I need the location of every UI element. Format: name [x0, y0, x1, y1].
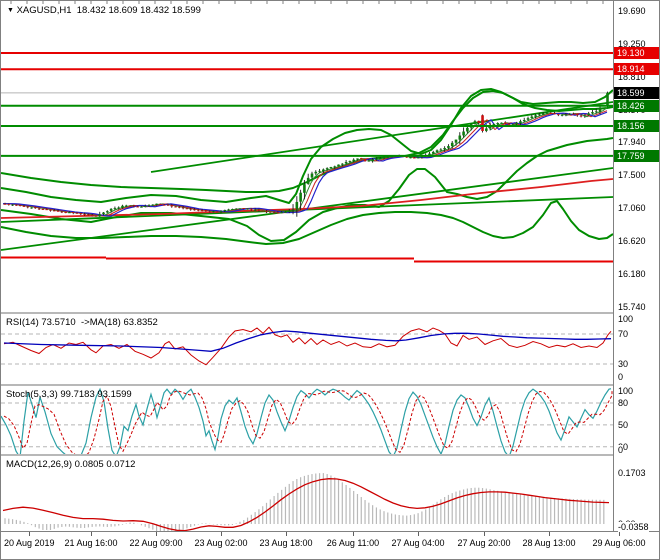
- stoch-level-label: 0: [618, 445, 624, 455]
- chart-title: ▼ XAGUSD,H1 18.432 18.609 18.432 18.599: [7, 5, 201, 16]
- symbol-period-label: XAGUSD,H1: [16, 5, 72, 16]
- time-tick-mark: [619, 532, 620, 536]
- macd-canvas[interactable]: [1, 456, 613, 531]
- price-badge-red: 19.130: [614, 47, 659, 59]
- price-tick-label: 16.180: [618, 269, 646, 280]
- time-scale[interactable]: 20 Aug 2019 21 Aug 16:00 22 Aug 09:00 23 Au…: [1, 531, 659, 559]
- time-tick-mark: [156, 532, 157, 536]
- price-tick-label: 16.620: [618, 236, 646, 247]
- time-tick-mark: [221, 532, 222, 536]
- macd-indicator-panel[interactable]: MACD(12,26,9) 0.0805 0.0712: [1, 456, 613, 533]
- stochastic-canvas[interactable]: [1, 386, 613, 454]
- price-tick-label: 17.060: [618, 203, 646, 214]
- time-tick-mark: [29, 532, 30, 536]
- price-badge-black: 18.599: [614, 86, 659, 99]
- price-tick-label: 19.250: [618, 39, 646, 49]
- time-tick-mark: [286, 532, 287, 536]
- macd-level-label: -0.0358: [618, 522, 649, 532]
- time-tick-mark: [353, 532, 354, 536]
- price-tick-label: 19.690: [618, 6, 646, 16]
- rsi-level-label: 70: [618, 329, 629, 339]
- time-tick-label: 23 Aug 02:00: [194, 538, 248, 548]
- stoch-level-label: 80: [618, 398, 629, 409]
- time-tick-label: 26 Aug 11:00: [326, 538, 380, 548]
- stoch-level-label: 100: [618, 386, 634, 396]
- price-badge-green: 17.759: [614, 149, 659, 162]
- rsi-level-label: 100: [618, 314, 634, 324]
- price-tick-label: 17.940: [618, 137, 646, 148]
- price-scale[interactable]: 19.69019.25018.81018.37017.94017.50017.0…: [613, 1, 659, 532]
- price-badge-green: 18.426: [614, 99, 659, 112]
- ohlc-values: 18.432 18.609 18.432 18.599: [76, 5, 201, 16]
- rsi-level-label: 0: [618, 372, 624, 382]
- price-tick-label: 18.810: [618, 72, 646, 82]
- time-tick-label: 23 Aug 18:00: [259, 538, 313, 548]
- time-tick-label: 20 Aug 2019: [4, 538, 55, 548]
- time-tick-label: 27 Aug 04:00: [391, 538, 445, 548]
- rsi-canvas[interactable]: [1, 314, 613, 384]
- time-tick-mark: [484, 532, 485, 536]
- rsi-level-label: 30: [618, 359, 629, 369]
- stoch-level-label: 50: [618, 419, 629, 430]
- time-tick-label: 22 Aug 09:00: [129, 538, 183, 548]
- price-tick-label: 17.500: [618, 170, 646, 181]
- symbol-dropdown-icon[interactable]: ▼: [7, 7, 14, 14]
- macd-label: MACD(12,26,9) 0.0805 0.0712: [6, 459, 136, 470]
- time-tick-mark: [91, 532, 92, 536]
- price-badge-green: 18.156: [614, 120, 659, 133]
- macd-level-label: 0.1703: [618, 467, 646, 478]
- time-tick-mark: [549, 532, 550, 536]
- time-tick-label: 29 Aug 06:00: [592, 538, 646, 548]
- time-tick-label: 28 Aug 13:00: [522, 538, 576, 548]
- price-chart-panel[interactable]: ▼ XAGUSD,H1 18.432 18.609 18.432 18.599: [1, 1, 613, 314]
- rsi-indicator-panel[interactable]: RSI(14) 73.5710 ->MA(18) 63.8352: [1, 314, 613, 386]
- time-tick-label: 21 Aug 16:00: [64, 538, 118, 548]
- price-tick-label: 15.740: [618, 302, 646, 313]
- time-tick-label: 27 Aug 20:00: [457, 538, 511, 548]
- price-badge-red: 18.914: [614, 63, 659, 76]
- price-chart-canvas[interactable]: [1, 1, 613, 312]
- rsi-label: RSI(14) 73.5710 ->MA(18) 63.8352: [6, 317, 158, 328]
- time-tick-mark: [418, 532, 419, 536]
- stochastic-label: Stoch(5,3,3) 99.7183 93.1599: [6, 389, 132, 400]
- stochastic-indicator-panel[interactable]: Stoch(5,3,3) 99.7183 93.1599: [1, 386, 613, 456]
